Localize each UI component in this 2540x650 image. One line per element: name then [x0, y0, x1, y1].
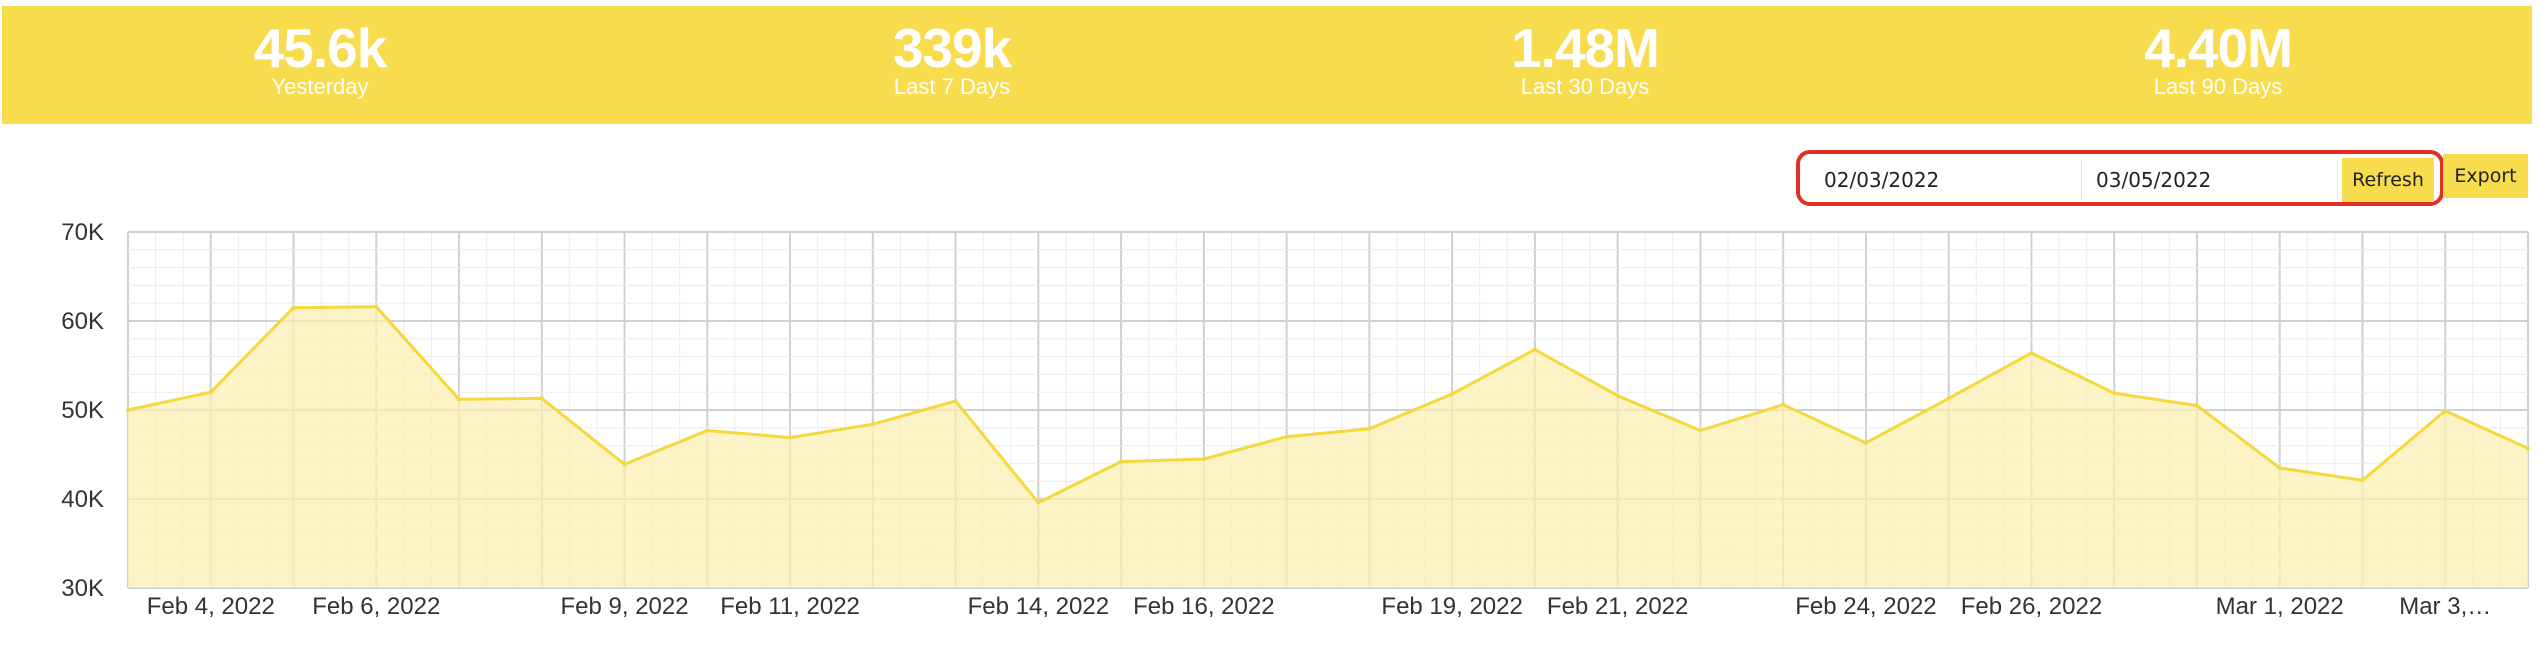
chart-point	[2194, 403, 2199, 408]
chart-point	[953, 399, 958, 404]
y-tick-label: 70K	[61, 219, 104, 246]
chart-point	[1036, 500, 1041, 505]
chart-point	[1615, 393, 1620, 398]
x-tick-label: Feb 6, 2022	[312, 593, 440, 620]
x-axis-labels: Feb 4, 2022 Feb 6, 2022 Feb 9, 2022 Feb 11,…	[147, 593, 2492, 620]
chart-point	[1201, 456, 1206, 461]
chart-point	[2112, 391, 2117, 396]
chart-point	[126, 408, 130, 412]
chart-point	[1863, 440, 1868, 445]
chart-point	[2360, 478, 2365, 483]
chart-point	[870, 422, 875, 427]
chart-point	[1946, 396, 1951, 401]
chart-point	[1367, 426, 1372, 431]
stat-last-90-days: 4.40M Last 90 Days	[2018, 6, 2418, 100]
x-tick-label: Feb 24, 2022	[1795, 593, 1936, 620]
stat-value: 4.40M	[2144, 17, 2293, 79]
export-button[interactable]: Export	[2443, 154, 2528, 198]
chart-series-line	[127, 305, 2529, 505]
x-tick-label: Feb 4, 2022	[147, 593, 275, 620]
chart-point	[1698, 428, 1703, 433]
x-tick-label: Feb 9, 2022	[560, 593, 688, 620]
date-range-controls: Refresh	[1796, 150, 2444, 206]
chart-point	[788, 435, 793, 440]
refresh-button[interactable]: Refresh	[2342, 158, 2434, 202]
chart-point	[291, 305, 296, 310]
x-tick-label: Feb 11, 2022	[720, 593, 860, 620]
stat-last-30-days: 1.48M Last 30 Days	[1385, 6, 1785, 100]
stat-value: 1.48M	[1511, 17, 1660, 79]
chart-point	[539, 396, 544, 401]
y-tick-label: 60K	[61, 308, 104, 335]
x-tick-label: Mar 3,…	[2399, 593, 2491, 620]
stat-label: Last 90 Days	[2153, 74, 2283, 99]
chart-point	[2277, 465, 2282, 470]
x-tick-label: Feb 16, 2022	[1133, 593, 1274, 620]
x-tick-label: Feb 21, 2022	[1547, 593, 1688, 620]
chart-point	[1450, 391, 1455, 396]
chart-point	[705, 428, 710, 433]
chart-point	[374, 304, 379, 309]
chart-point	[2443, 408, 2448, 413]
stat-value: 45.6k	[253, 17, 388, 79]
x-tick-label: Feb 26, 2022	[1961, 593, 2102, 620]
start-date-input[interactable]	[1810, 160, 2082, 200]
x-tick-label: Mar 1, 2022	[2216, 593, 2344, 620]
chart-point	[1532, 347, 1537, 352]
chart-point	[2029, 351, 2034, 356]
chart-points	[126, 304, 2530, 505]
stat-label: Yesterday	[271, 74, 369, 99]
stat-yesterday: 45.6k Yesterday	[120, 6, 520, 100]
chart-point	[208, 390, 213, 395]
y-axis-labels: 30K 40K 50K 60K 70K	[61, 219, 104, 602]
chart-point	[1119, 459, 1124, 464]
x-tick-label: Feb 19, 2022	[1381, 593, 1522, 620]
chart-point	[2526, 446, 2530, 451]
chart-point	[1781, 402, 1786, 407]
stat-label: Last 7 Days	[893, 74, 1011, 99]
end-date-input[interactable]	[2082, 160, 2338, 200]
y-tick-label: 50K	[61, 397, 104, 424]
chart-point	[622, 462, 627, 467]
stat-label: Last 30 Days	[1520, 74, 1650, 99]
chart-point	[457, 397, 462, 402]
stats-bar: 45.6k Yesterday 339k Last 7 Days 1.48M L…	[2, 6, 2532, 124]
stat-last-7-days: 339k Last 7 Days	[752, 6, 1152, 100]
chart-point	[1284, 434, 1289, 439]
x-tick-label: Feb 14, 2022	[968, 593, 1109, 620]
y-tick-label: 30K	[61, 575, 104, 602]
y-tick-label: 40K	[61, 486, 104, 513]
chart-area-fill	[128, 306, 2528, 588]
stat-value: 339k	[892, 17, 1012, 79]
